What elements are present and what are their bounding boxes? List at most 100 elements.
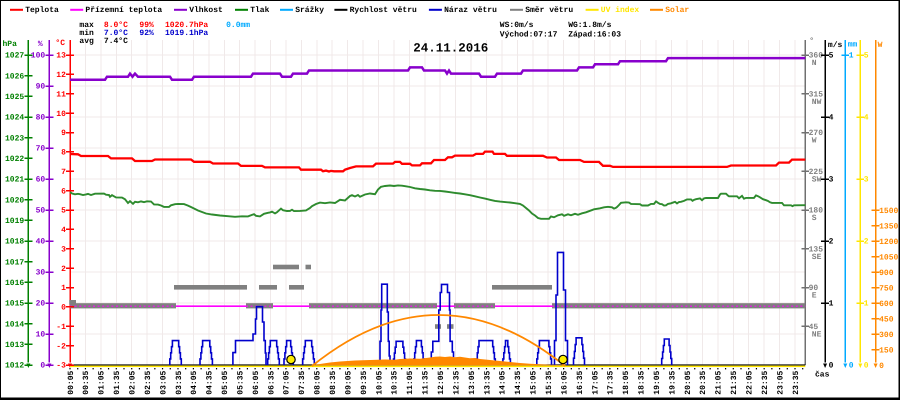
svg-text:14:35: 14:35 <box>514 370 523 394</box>
svg-text:3: 3 <box>829 176 834 185</box>
svg-text:1021: 1021 <box>5 176 24 185</box>
svg-text:10: 10 <box>56 110 66 119</box>
svg-text:40: 40 <box>36 238 46 247</box>
svg-text:12: 12 <box>56 71 66 80</box>
svg-text:NW: NW <box>812 98 822 107</box>
svg-text:12:05: 12:05 <box>437 370 446 394</box>
svg-text:17:35: 17:35 <box>607 370 616 394</box>
svg-text:Východ:07:17: Východ:07:17 <box>500 31 558 40</box>
svg-text:1: 1 <box>829 300 834 309</box>
svg-text:1024: 1024 <box>5 114 24 123</box>
svg-text:80: 80 <box>36 114 46 123</box>
svg-text:-2: -2 <box>56 342 66 351</box>
svg-text:1017: 1017 <box>5 258 24 267</box>
svg-text:S: S <box>812 214 817 223</box>
svg-text:1026: 1026 <box>5 72 24 81</box>
svg-text:450: 450 <box>879 316 894 325</box>
svg-text:0.0mm: 0.0mm <box>226 21 250 30</box>
svg-text:1013: 1013 <box>5 341 24 350</box>
svg-text:06:05: 06:05 <box>252 370 261 394</box>
svg-text:18:35: 18:35 <box>638 370 647 394</box>
svg-text:W: W <box>812 137 817 146</box>
svg-text:3: 3 <box>864 176 869 185</box>
svg-text:0: 0 <box>61 304 66 313</box>
svg-text:06:35: 06:35 <box>267 370 276 394</box>
svg-text:21:05: 21:05 <box>715 370 724 394</box>
svg-text:3: 3 <box>61 245 66 254</box>
svg-text:03:35: 03:35 <box>175 370 184 394</box>
svg-text:70: 70 <box>36 145 46 154</box>
svg-text:0: 0 <box>829 362 834 371</box>
svg-text:23:35: 23:35 <box>792 370 801 394</box>
svg-text:09:35: 09:35 <box>360 370 369 394</box>
svg-text:02:05: 02:05 <box>129 370 138 394</box>
svg-text:13:05: 13:05 <box>468 370 477 394</box>
svg-text:5: 5 <box>864 52 869 61</box>
svg-text:05:35: 05:35 <box>236 370 245 394</box>
svg-text:92%: 92% <box>139 29 154 38</box>
svg-text:20: 20 <box>36 300 46 309</box>
svg-text:14:05: 14:05 <box>499 370 508 394</box>
svg-text:03:05: 03:05 <box>159 370 168 394</box>
svg-text:1050: 1050 <box>879 254 898 263</box>
svg-text:Tlak: Tlak <box>250 6 269 15</box>
svg-text:07:05: 07:05 <box>283 370 292 394</box>
svg-text:0: 0 <box>40 362 45 371</box>
svg-text:W: W <box>878 41 883 50</box>
svg-text:Rychlost větru: Rychlost větru <box>350 6 417 15</box>
svg-text:%: % <box>38 40 43 49</box>
svg-text:1200: 1200 <box>879 238 898 247</box>
svg-text:24.11.2016: 24.11.2016 <box>413 42 488 56</box>
svg-text:2: 2 <box>829 238 834 247</box>
svg-text:7.4°C: 7.4°C <box>104 37 128 46</box>
svg-text:04:35: 04:35 <box>206 370 215 394</box>
svg-text:WG:1.8m/s: WG:1.8m/s <box>568 21 611 30</box>
svg-text:10: 10 <box>36 331 46 340</box>
svg-text:750: 750 <box>879 285 894 294</box>
svg-text:19:05: 19:05 <box>653 370 662 394</box>
svg-text:Přízemní teplota: Přízemní teplota <box>85 6 162 15</box>
svg-text:09:05: 09:05 <box>344 370 353 394</box>
svg-text:50: 50 <box>36 207 46 216</box>
svg-text:08:35: 08:35 <box>329 370 338 394</box>
svg-text:7: 7 <box>61 168 66 177</box>
svg-text:4: 4 <box>61 226 66 235</box>
svg-text:čas: čas <box>815 371 830 380</box>
svg-text:Směr větru: Směr větru <box>525 6 573 15</box>
svg-text:20:05: 20:05 <box>684 370 693 394</box>
svg-text:5: 5 <box>61 207 66 216</box>
svg-text:1020: 1020 <box>5 196 24 205</box>
svg-text:21:35: 21:35 <box>730 370 739 394</box>
svg-text:01:35: 01:35 <box>113 370 122 394</box>
svg-text:19:35: 19:35 <box>668 370 677 394</box>
svg-text:6: 6 <box>61 187 66 196</box>
svg-text:60: 60 <box>36 176 46 185</box>
svg-text:15:05: 15:05 <box>530 370 539 394</box>
svg-text:11:05: 11:05 <box>406 370 415 394</box>
svg-text:UV index: UV index <box>601 6 640 15</box>
svg-text:8: 8 <box>61 149 66 158</box>
svg-text:SE: SE <box>812 253 822 262</box>
svg-text:900: 900 <box>879 269 894 278</box>
svg-text:avg: avg <box>79 37 94 46</box>
svg-text:10:05: 10:05 <box>375 370 384 394</box>
svg-text:Západ:16:03: Západ:16:03 <box>568 31 621 40</box>
svg-text:05:05: 05:05 <box>221 370 230 394</box>
svg-text:1016: 1016 <box>5 279 24 288</box>
svg-text:0: 0 <box>864 362 869 371</box>
svg-text:22:35: 22:35 <box>761 370 770 394</box>
svg-text:2: 2 <box>864 238 869 247</box>
svg-text:1025: 1025 <box>5 93 24 102</box>
svg-text:SW: SW <box>812 175 822 184</box>
svg-text:15:35: 15:35 <box>545 370 554 394</box>
svg-text:1: 1 <box>61 284 66 293</box>
svg-text:°: ° <box>809 37 814 46</box>
svg-text:04:05: 04:05 <box>190 370 199 394</box>
svg-text:10:35: 10:35 <box>391 370 400 394</box>
svg-text:1019: 1019 <box>5 217 24 226</box>
svg-text:m/s: m/s <box>828 41 843 50</box>
svg-text:150: 150 <box>879 347 894 356</box>
svg-text:2: 2 <box>61 265 66 274</box>
svg-text:23:05: 23:05 <box>776 370 785 394</box>
svg-text:5: 5 <box>829 52 834 61</box>
